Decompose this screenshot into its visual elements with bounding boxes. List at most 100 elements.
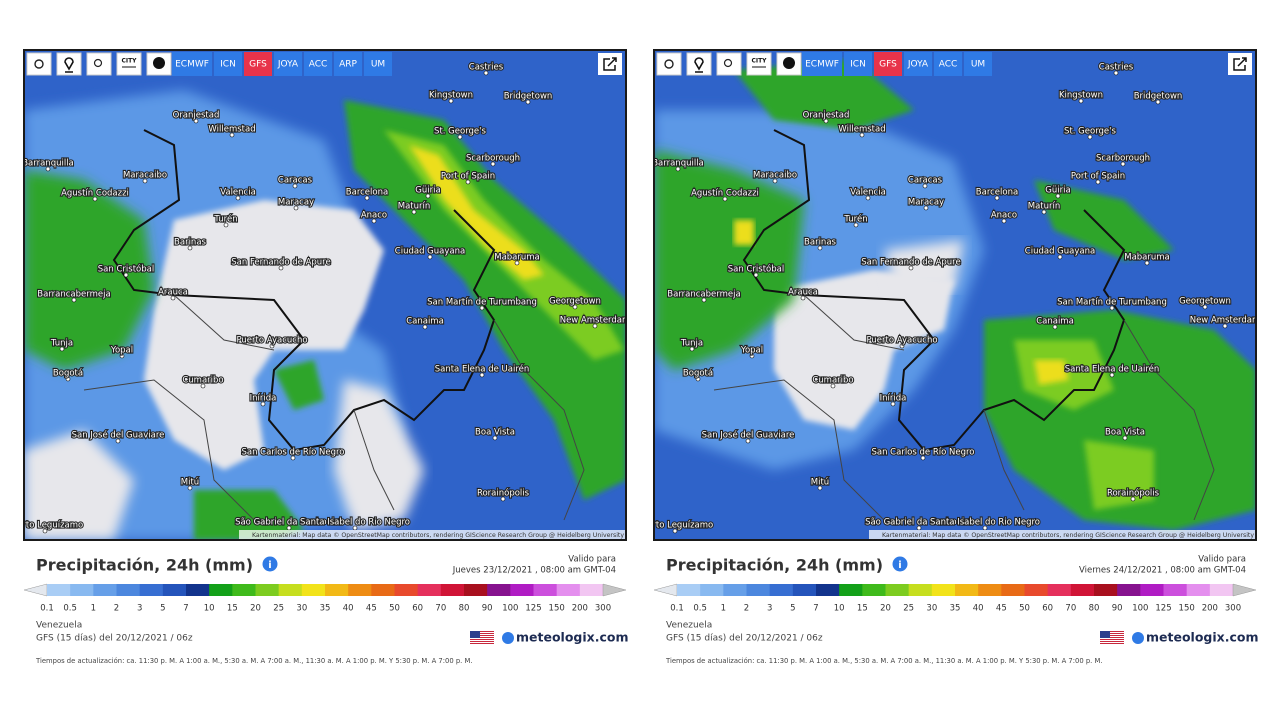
city-label: Caracas (278, 176, 313, 186)
zoom-button[interactable] (86, 52, 112, 76)
model-label: ACC (309, 60, 328, 70)
city-dot (1120, 161, 1126, 167)
city-dot (675, 166, 681, 172)
city-label: Arauca (788, 288, 818, 298)
city-dot (695, 376, 701, 382)
city-label: Willemstad (208, 125, 255, 135)
city-label: Barrancabermeja (667, 290, 740, 300)
flag-stripe (1100, 637, 1124, 638)
model-button[interactable] (214, 52, 242, 76)
city-dot (899, 343, 905, 349)
city-dot (123, 272, 129, 278)
city-label: Maracaibo (753, 171, 797, 181)
city-label: Rorainópolis (477, 488, 530, 499)
city-label: Güiria (415, 186, 440, 196)
city-dot (1095, 179, 1101, 185)
share-icon (603, 57, 617, 71)
city-dot (492, 435, 498, 441)
city-dot (42, 528, 48, 534)
model-label: ARP (339, 60, 357, 70)
legend-label: 30 (296, 604, 307, 614)
brand-logo (502, 632, 514, 644)
flag-stripe (1100, 643, 1124, 644)
city-button[interactable] (116, 52, 142, 76)
city-label: Yopal (740, 346, 763, 356)
legend-label: 0.5 (693, 604, 707, 614)
city-label: São Gabriel da Cachoeira (235, 518, 343, 528)
reload-button[interactable] (656, 52, 682, 76)
model-button[interactable] (802, 52, 842, 76)
model-button[interactable] (934, 52, 962, 76)
city-dot (817, 485, 823, 491)
city-dot (908, 265, 914, 271)
flag-stripe (470, 631, 494, 632)
precip-area (734, 220, 754, 245)
model-button[interactable] (364, 52, 392, 76)
legend-swatch (862, 584, 886, 596)
city-dot (200, 383, 206, 389)
zoom-button[interactable] (716, 52, 742, 76)
city-dot (672, 528, 678, 534)
city-dot (749, 353, 755, 359)
model-button[interactable] (874, 52, 902, 76)
model-button[interactable] (904, 52, 932, 76)
model-label: UM (971, 60, 985, 70)
model-button[interactable] (274, 52, 302, 76)
info-i: i (268, 560, 271, 571)
city-dot (859, 132, 865, 138)
city-label: Boa Vista (1105, 428, 1145, 438)
city-label: Canaima (1036, 317, 1074, 327)
city-dot (269, 343, 275, 349)
city-label: Santa Elena de Uairén (1065, 364, 1160, 375)
city-dot (1078, 98, 1084, 104)
reload-icon (664, 59, 674, 69)
city-dot (514, 260, 520, 266)
brand: meteologix.com (1146, 630, 1258, 645)
flag-stripe (470, 637, 494, 638)
flag (470, 631, 494, 644)
legend-label: 20 (880, 604, 891, 614)
model-button[interactable] (172, 52, 212, 76)
city-dot (1122, 435, 1128, 441)
city-label: Santa Elena de Uairén (435, 364, 530, 375)
city-dot (411, 209, 417, 215)
city-label: San Cristóbal (98, 264, 154, 275)
city-label: Ciudad Guayana (395, 247, 465, 257)
valid-label: Valido para (568, 555, 616, 565)
legend-label: 25 (903, 604, 914, 614)
city-button[interactable] (746, 52, 772, 76)
model-label: ECMWF (805, 60, 839, 70)
legend-label: 10 (204, 604, 215, 614)
model-button[interactable] (964, 52, 992, 76)
reload-button[interactable] (26, 52, 52, 76)
info-icon[interactable] (892, 556, 908, 572)
legend-swatch (533, 584, 558, 596)
city-label: Güiria (1045, 186, 1070, 196)
city-label: Georgetown (1179, 297, 1231, 307)
model-button[interactable] (304, 52, 332, 76)
city-dot (592, 323, 598, 329)
model-label: ICN (850, 60, 866, 70)
model-button[interactable] (244, 52, 272, 76)
region: Venezuela (666, 621, 712, 631)
city-dot (45, 166, 51, 172)
city-dot (823, 118, 829, 124)
model-button[interactable] (334, 52, 362, 76)
location-button[interactable] (686, 52, 712, 76)
dot-icon (783, 57, 795, 69)
location-button[interactable] (56, 52, 82, 76)
precip-area (774, 270, 954, 430)
info-icon[interactable] (262, 556, 278, 572)
legend-swatch (700, 584, 724, 596)
panel: Castries Kingstown Bridgetown Oranjestad Wil… (23, 49, 628, 665)
legend-swatch (1140, 584, 1164, 596)
legend-label: 50 (1019, 604, 1030, 614)
city-label: St. George's (1064, 127, 1116, 137)
legend-swatch (1186, 584, 1211, 596)
model-button[interactable] (844, 52, 872, 76)
city-label: Mitú (811, 478, 829, 488)
precip-area (24, 430, 134, 540)
city-dot (1055, 193, 1061, 199)
legend-label: 5 (160, 604, 165, 614)
city-label: Caracas (908, 176, 943, 186)
